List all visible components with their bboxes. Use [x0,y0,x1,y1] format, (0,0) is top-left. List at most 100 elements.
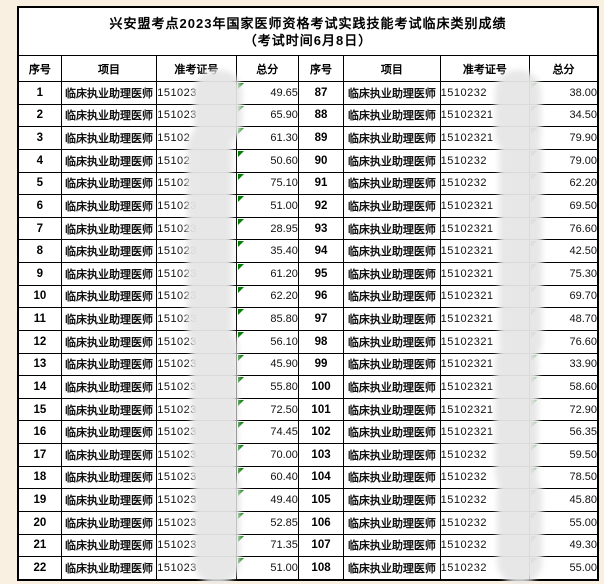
serial-cell: 105 [297,488,345,512]
item-cell: 临床执业助理医师 [343,194,441,218]
green-corner-marker-icon [237,218,244,225]
column-header: 项目 [343,55,441,82]
item-cell: 临床执业助理医师 [60,307,158,331]
score-cell: 38.00 [529,81,599,105]
score-cell: 34.50 [529,103,599,128]
green-corner-marker-icon [531,264,538,270]
green-corner-marker-icon [237,467,244,474]
score-cell: 55.00 [529,556,599,581]
green-corner-marker-icon [237,173,244,180]
column-header: 准考证号 [439,55,531,82]
score-cell: 35.40 [235,239,299,263]
item-cell: 临床执业助理医师 [343,81,441,105]
serial-cell: 93 [297,216,345,241]
serial-cell: 108 [297,556,345,581]
table-row: 12 临床执业助理医师 151023 56.10 98 临床执业助理医师 15102321 7… [17,329,599,354]
ticket-cell: 15102321 [439,262,531,286]
score-cell: 28.95 [235,216,299,241]
ticket-cell: 15102 [156,171,237,196]
ticket-cell: 151023 [156,510,237,535]
ticket-cell: 151023 [156,465,237,490]
score-cell: 58.60 [529,375,599,399]
item-cell: 临床执业助理医师 [60,465,158,490]
serial-cell: 16 [17,420,62,444]
column-header: 项目 [60,55,158,82]
ticket-cell: 151023 [156,352,237,377]
green-corner-marker-icon [531,173,538,180]
score-cell: 74.45 [235,420,299,444]
column-header: 序号 [17,55,62,82]
ticket-cell: 1510232 [439,171,531,196]
ticket-cell: 151023 [156,216,237,241]
serial-cell: 107 [297,533,345,558]
table-row: 16 临床执业助理医师 151023 74.45 102 临床执业助理医师 15102321… [17,420,599,444]
score-cell: 76.60 [529,329,599,354]
green-corner-marker-icon [531,196,538,203]
ticket-cell: 151023 [156,533,237,558]
table-title-cell: 兴安盟考点2023年国家医师资格考试实践技能考试临床类别成绩 （考试时间6月8日… [17,6,599,56]
item-cell: 临床执业助理医师 [343,329,441,354]
ticket-cell: 15102321 [439,126,531,150]
item-cell: 临床执业助理医师 [343,397,441,422]
green-corner-marker-icon [237,445,244,451]
score-cell: 59.50 [529,443,599,467]
table-row: 6 临床执业助理医师 151023 51.00 92 临床执业助理医师 15102321 69… [17,194,599,218]
table-row: 8 临床执业助理医师 151023 35.40 94 临床执业助理医师 15102321 42… [17,239,599,263]
column-header: 总分 [529,55,599,82]
item-cell: 临床执业助理医师 [343,375,441,399]
table-row: 20 临床执业助理医师 151023 52.85 106 临床执业助理医师 1510232 5… [17,510,599,535]
score-cell: 85.80 [235,307,299,331]
item-cell: 临床执业助理医师 [60,126,158,150]
serial-cell: 21 [17,533,62,558]
serial-cell: 92 [297,194,345,218]
item-cell: 临床执业助理医师 [343,239,441,263]
score-cell: 79.00 [529,148,599,173]
item-cell: 临床执业助理医师 [343,465,441,490]
green-corner-marker-icon [531,399,538,406]
green-corner-marker-icon [531,558,538,565]
score-cell: 49.40 [235,488,299,512]
item-cell: 临床执业助理医师 [60,284,158,309]
ticket-cell: 151023 [156,375,237,399]
ticket-cell: 151023 [156,103,237,128]
item-cell: 临床执业助理医师 [60,443,158,467]
serial-cell: 22 [17,556,62,581]
score-cell: 49.65 [235,81,299,105]
table-row: 5 临床执业助理医师 15102 75.10 91 临床执业助理医师 1510232 62.2… [17,171,599,196]
serial-cell: 90 [297,148,345,173]
column-header: 准考证号 [156,55,237,82]
score-cell: 61.30 [235,126,299,150]
score-cell: 69.70 [529,284,599,309]
table-row: 21 临床执业助理医师 151023 71.35 107 临床执业助理医师 1510232 4… [17,533,599,558]
score-cell: 33.90 [529,352,599,377]
item-cell: 临床执业助理医师 [343,307,441,331]
score-cell: 76.60 [529,216,599,241]
green-corner-marker-icon [237,377,244,384]
ticket-cell: 1510232 [439,81,531,105]
ticket-cell: 15102321 [439,397,531,422]
serial-cell: 3 [17,126,62,150]
serial-cell: 4 [17,148,62,173]
item-cell: 临床执业助理医师 [60,171,158,196]
green-corner-marker-icon [237,490,244,497]
score-cell: 45.90 [235,352,299,377]
green-corner-marker-icon [531,150,538,157]
ticket-cell: 15102 [156,126,237,150]
item-cell: 临床执业助理医师 [343,510,441,535]
table-row: 19 临床执业助理医师 151023 49.40 105 临床执业助理医师 1510232 4… [17,488,599,512]
item-cell: 临床执业助理医师 [60,148,158,173]
serial-cell: 102 [297,420,345,444]
green-corner-marker-icon [531,241,538,248]
green-corner-marker-icon [237,264,244,270]
serial-cell: 17 [17,443,62,467]
green-corner-marker-icon [237,150,244,157]
green-corner-marker-icon [237,535,244,542]
green-corner-marker-icon [531,467,538,474]
score-cell: 62.20 [529,171,599,196]
serial-cell: 103 [297,443,345,467]
item-cell: 临床执业助理医师 [343,126,441,150]
ticket-cell: 15102321 [439,103,531,128]
ticket-cell: 1510232 [439,556,531,581]
item-cell: 临床执业助理医师 [343,216,441,241]
serial-cell: 2 [17,103,62,128]
